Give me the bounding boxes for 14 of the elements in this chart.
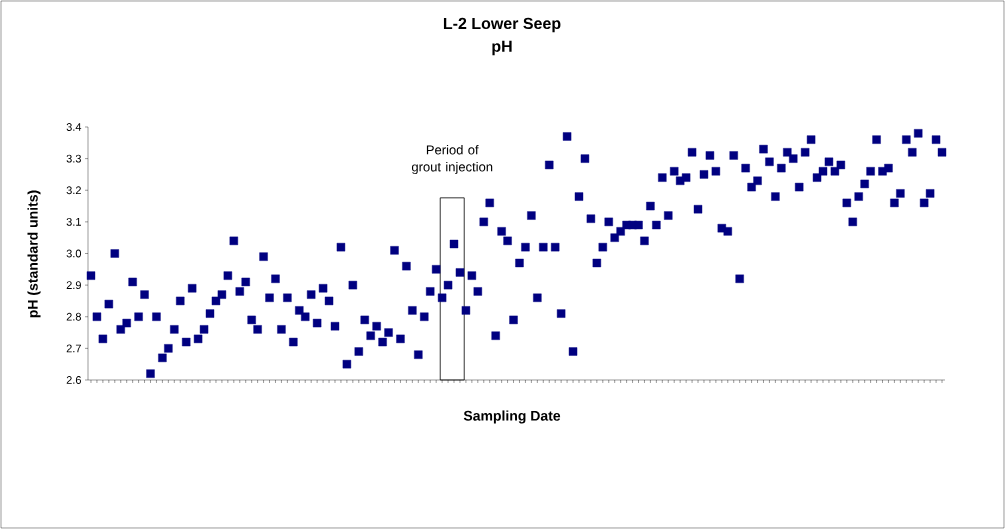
y-tick-label: 2.8 (66, 312, 81, 321)
y-tick-label: 3.3 (66, 154, 81, 163)
y-tick-label: 3.2 (66, 186, 81, 195)
chart-title: L-2 Lower Seep (443, 17, 561, 33)
y-axis-title: pH (standard units) (27, 190, 41, 318)
y-tick-label: 3.1 (66, 217, 81, 226)
chart-subtitle: pH (492, 40, 512, 56)
y-tick-label: 3.4 (66, 123, 82, 131)
y-tick-label: 2.9 (66, 281, 81, 290)
y-tick-label: 3.0 (66, 249, 82, 258)
x-axis-title: Sampling Date (463, 410, 561, 424)
y-tick-label: 2.6 (66, 376, 81, 384)
annotation: Period of grout injection (411, 144, 493, 175)
y-tick-label: 2.7 (66, 344, 81, 353)
